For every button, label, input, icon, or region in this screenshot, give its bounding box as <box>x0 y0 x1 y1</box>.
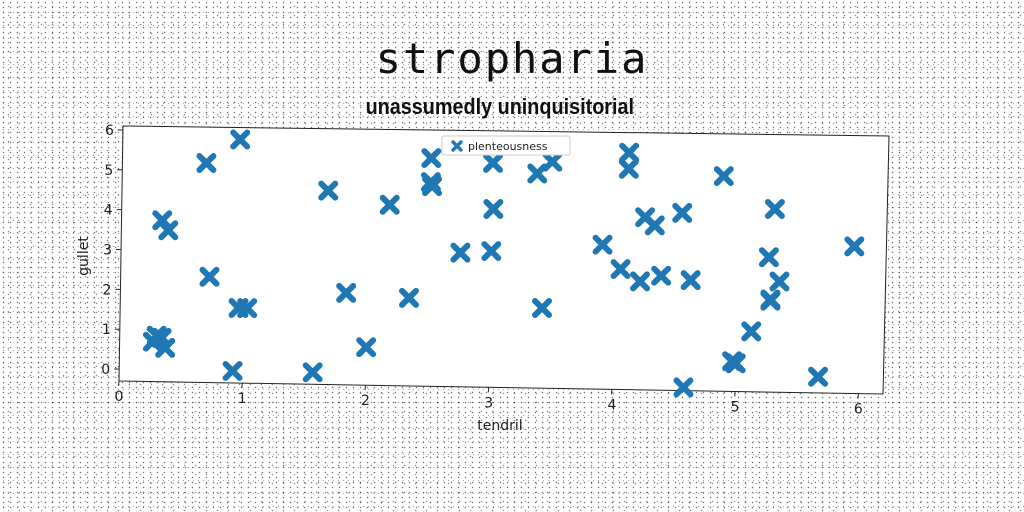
data-point <box>399 287 419 308</box>
x-tick-label: 5 <box>731 399 740 415</box>
chart-title: stropharia <box>375 34 649 83</box>
data-point <box>542 151 563 172</box>
data-point <box>199 266 220 287</box>
data-point <box>741 321 762 342</box>
x-tick-label: 4 <box>607 397 616 413</box>
data-point <box>356 337 377 358</box>
data-point <box>532 297 553 318</box>
data-point <box>158 220 179 241</box>
data-point <box>769 271 790 292</box>
y-tick-label: 6 <box>105 123 114 139</box>
legend-marker-x-icon <box>451 140 463 152</box>
y-tick-label: 3 <box>103 243 112 259</box>
data-point <box>808 366 829 387</box>
y-tick-label: 0 <box>101 362 110 378</box>
data-point <box>318 180 339 201</box>
x-axis-label: tendril <box>477 418 522 434</box>
y-tick-label: 2 <box>103 282 112 298</box>
data-point <box>844 236 865 257</box>
y-tick-label: 5 <box>104 163 113 179</box>
data-point <box>302 362 323 383</box>
legend-box <box>441 135 571 156</box>
data-point <box>379 194 400 215</box>
data-point <box>673 377 694 398</box>
legend: plenteousness <box>441 135 571 156</box>
data-point <box>230 129 251 150</box>
y-tick-label: 4 <box>104 203 113 219</box>
data-point <box>610 259 631 280</box>
data-point <box>483 199 504 219</box>
data-point <box>764 199 785 219</box>
data-point <box>618 158 639 179</box>
data-point <box>196 153 217 173</box>
data-point <box>592 234 613 255</box>
data-point <box>630 271 651 292</box>
data-point <box>680 270 701 291</box>
data-point <box>237 298 258 319</box>
data-point <box>450 242 471 263</box>
data-point <box>672 202 693 223</box>
y-tick-label: 1 <box>102 322 111 338</box>
x-tick-label: 1 <box>238 391 247 407</box>
legend-marker-x-icon <box>451 140 463 152</box>
plot-area <box>118 125 890 398</box>
data-point <box>651 265 672 286</box>
x-tick-label: 6 <box>854 402 863 418</box>
data-point <box>222 360 243 381</box>
data-point <box>421 148 442 169</box>
data-point <box>725 353 746 374</box>
legend-label: plenteousness <box>468 140 548 153</box>
axis-ticks: 0 1 2 3 4 5 6 0 1 2 3 4 5 6 <box>101 123 863 418</box>
x-tick-label: 0 <box>115 389 124 405</box>
data-point <box>481 241 502 262</box>
y-axis-label: gullet <box>76 236 92 276</box>
data-points <box>142 129 865 398</box>
data-point <box>758 247 779 268</box>
chart-subtitle: unassumedly uninquisitorial <box>365 94 635 119</box>
plot-frame <box>118 125 890 395</box>
data-point <box>336 282 357 303</box>
data-point <box>527 163 548 184</box>
data-point <box>422 176 443 197</box>
x-tick-label: 2 <box>361 393 370 409</box>
data-point <box>483 152 503 173</box>
data-point <box>155 337 176 358</box>
data-point <box>713 166 734 187</box>
data-point <box>760 289 781 310</box>
data-point <box>619 142 640 163</box>
data-point <box>644 215 665 236</box>
x-tick-label: 3 <box>484 395 493 411</box>
